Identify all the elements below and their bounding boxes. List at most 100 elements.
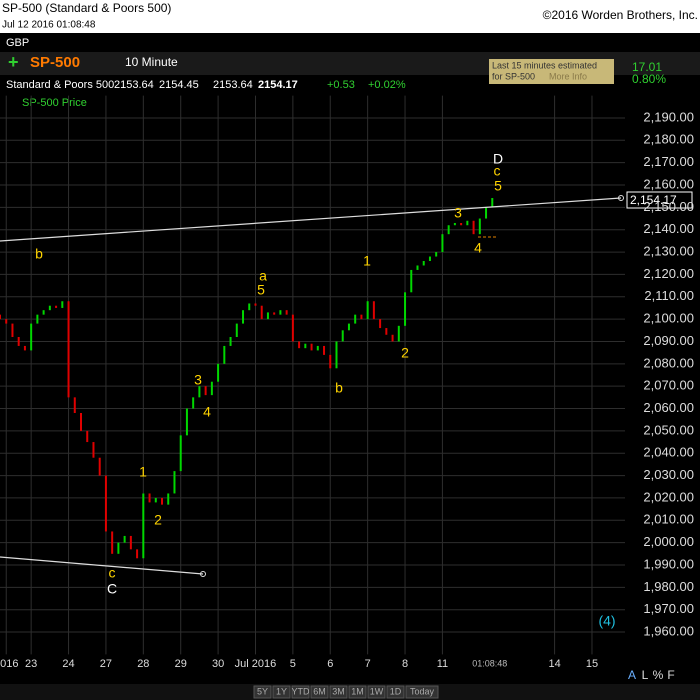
y-tick-label: 1,960.00 <box>643 623 694 638</box>
wave-label: c <box>494 163 501 179</box>
y-tick-label: 2,000.00 <box>643 534 694 549</box>
x-tick-label: 8 <box>402 658 408 670</box>
range-button[interactable] <box>386 685 405 699</box>
y-tick-label: 2,050.00 <box>643 422 694 437</box>
range-button[interactable] <box>253 685 272 699</box>
range-button[interactable] <box>329 685 348 699</box>
range-button-label[interactable]: 1M <box>351 686 364 696</box>
y-tick-label: 1,990.00 <box>643 556 694 571</box>
scale-button[interactable]: F <box>667 668 674 682</box>
y-tick-label: 2,120.00 <box>643 266 694 281</box>
interval-dropdown[interactable]: 10 Minute <box>125 55 178 69</box>
plot-area <box>0 95 625 655</box>
window-title: SP-500 (Standard & Poors 500) <box>2 1 171 15</box>
trend-line <box>0 197 622 242</box>
range-button[interactable] <box>367 685 386 699</box>
wave-label: b <box>335 380 343 396</box>
range-button-label[interactable]: 5Y <box>257 686 268 696</box>
x-tick-label: 28 <box>137 658 149 670</box>
range-button-label[interactable]: 1D <box>390 686 402 696</box>
y-tick-label: 2,090.00 <box>643 333 694 348</box>
currency-dropdown[interactable]: GBP <box>6 37 29 49</box>
wave-label: b <box>35 246 43 262</box>
wave-label: C <box>107 581 117 597</box>
range-button[interactable] <box>291 685 310 699</box>
y-tick-label: 1,980.00 <box>643 579 694 594</box>
wave-label: 3 <box>454 205 462 221</box>
x-tick-label: 6 <box>327 658 333 670</box>
wave-label: 5 <box>257 282 265 298</box>
x-tick-label: 23 <box>25 658 37 670</box>
y-tick-label: 2,110.00 <box>644 288 694 303</box>
wave-label: (4) <box>598 613 615 629</box>
change: 17.01 <box>632 60 662 74</box>
y-tick-label: 2,060.00 <box>643 400 694 415</box>
range-button[interactable] <box>405 685 439 699</box>
quote-name: Standard & Poors 500 <box>6 79 114 91</box>
quote-high: 2154.45 <box>159 79 199 91</box>
notice-text: Last 15 minutes estimated <box>492 60 597 70</box>
wave-label: 2 <box>401 345 409 361</box>
range-button-label[interactable]: YTD <box>292 686 311 696</box>
quote-open: 2153.64 <box>114 79 154 91</box>
x-tick-label: 30 <box>212 658 224 670</box>
x-tick-label: 29 <box>175 658 187 670</box>
timestamp: Jul 12 2016 01:08:48 <box>2 20 96 31</box>
wave-label: 5 <box>494 178 502 194</box>
x-tick-label: Jul 2016 <box>235 658 277 670</box>
y-tick-label: 2,100.00 <box>643 311 694 326</box>
wave-label: D <box>493 151 503 167</box>
y-tick-label: 2,040.00 <box>643 445 694 460</box>
wave-label: 4 <box>474 240 482 256</box>
y-tick-label: 2,080.00 <box>643 355 694 370</box>
wave-label: 3 <box>194 372 202 388</box>
notice-link[interactable]: More Info <box>549 71 587 81</box>
wave-label: 2 <box>154 512 162 528</box>
y-tick-label: 2,030.00 <box>643 467 694 482</box>
y-tick-label: 2,010.00 <box>643 512 694 527</box>
y-tick-label: 2,140.00 <box>643 221 694 236</box>
range-button-label[interactable]: Today <box>410 686 435 696</box>
y-tick-label: 2,150.00 <box>643 199 694 214</box>
x-tick-label: 11 <box>437 658 448 670</box>
scale-button[interactable]: A <box>628 668 636 682</box>
notice-box <box>489 59 614 84</box>
y-tick-label: 2,160.00 <box>643 176 694 191</box>
y-tick-label: 2,020.00 <box>643 489 694 504</box>
trend-line <box>0 556 204 575</box>
quote-low: 2153.64 <box>213 79 253 91</box>
trend-handle[interactable] <box>618 195 624 201</box>
range-button-label[interactable]: 1W <box>370 686 384 696</box>
range-button-label[interactable]: 6M <box>313 686 326 696</box>
symbol[interactable]: SP-500 <box>30 54 80 71</box>
wave-label: 1 <box>363 253 371 269</box>
copyright: ©2016 Worden Brothers, Inc. <box>543 8 698 22</box>
quote-last: 2154.17 <box>258 79 298 91</box>
y-tick-label: 2,180.00 <box>643 132 694 147</box>
scale-button[interactable]: L <box>642 668 649 682</box>
notice-text: for SP-500 <box>492 71 535 81</box>
range-button-label[interactable]: 3M <box>332 686 345 696</box>
range-button[interactable] <box>272 685 291 699</box>
wave-label: a <box>259 268 267 284</box>
add-button[interactable]: + <box>8 52 19 72</box>
last-price: 2,154.17 <box>630 193 677 207</box>
y-tick-label: 2,130.00 <box>643 244 694 259</box>
x-tick-label: 14 <box>548 658 560 670</box>
wave-label: 1 <box>139 464 147 480</box>
quote-change-pct: +0.02% <box>368 79 406 91</box>
trend-handle[interactable] <box>200 571 206 577</box>
range-button-label[interactable]: 1Y <box>276 686 287 696</box>
last-price-box <box>626 191 693 209</box>
wave-label: 4 <box>203 404 211 420</box>
range-button[interactable] <box>348 685 367 699</box>
change-pct: 0.80% <box>632 72 666 86</box>
x-tick-label: 24 <box>62 658 74 670</box>
range-button[interactable] <box>310 685 329 699</box>
y-tick-label: 2,070.00 <box>643 378 694 393</box>
scale-button[interactable]: % <box>653 668 664 682</box>
y-tick-label: 2,170.00 <box>643 154 694 169</box>
y-tick-label: 1,970.00 <box>643 601 694 616</box>
